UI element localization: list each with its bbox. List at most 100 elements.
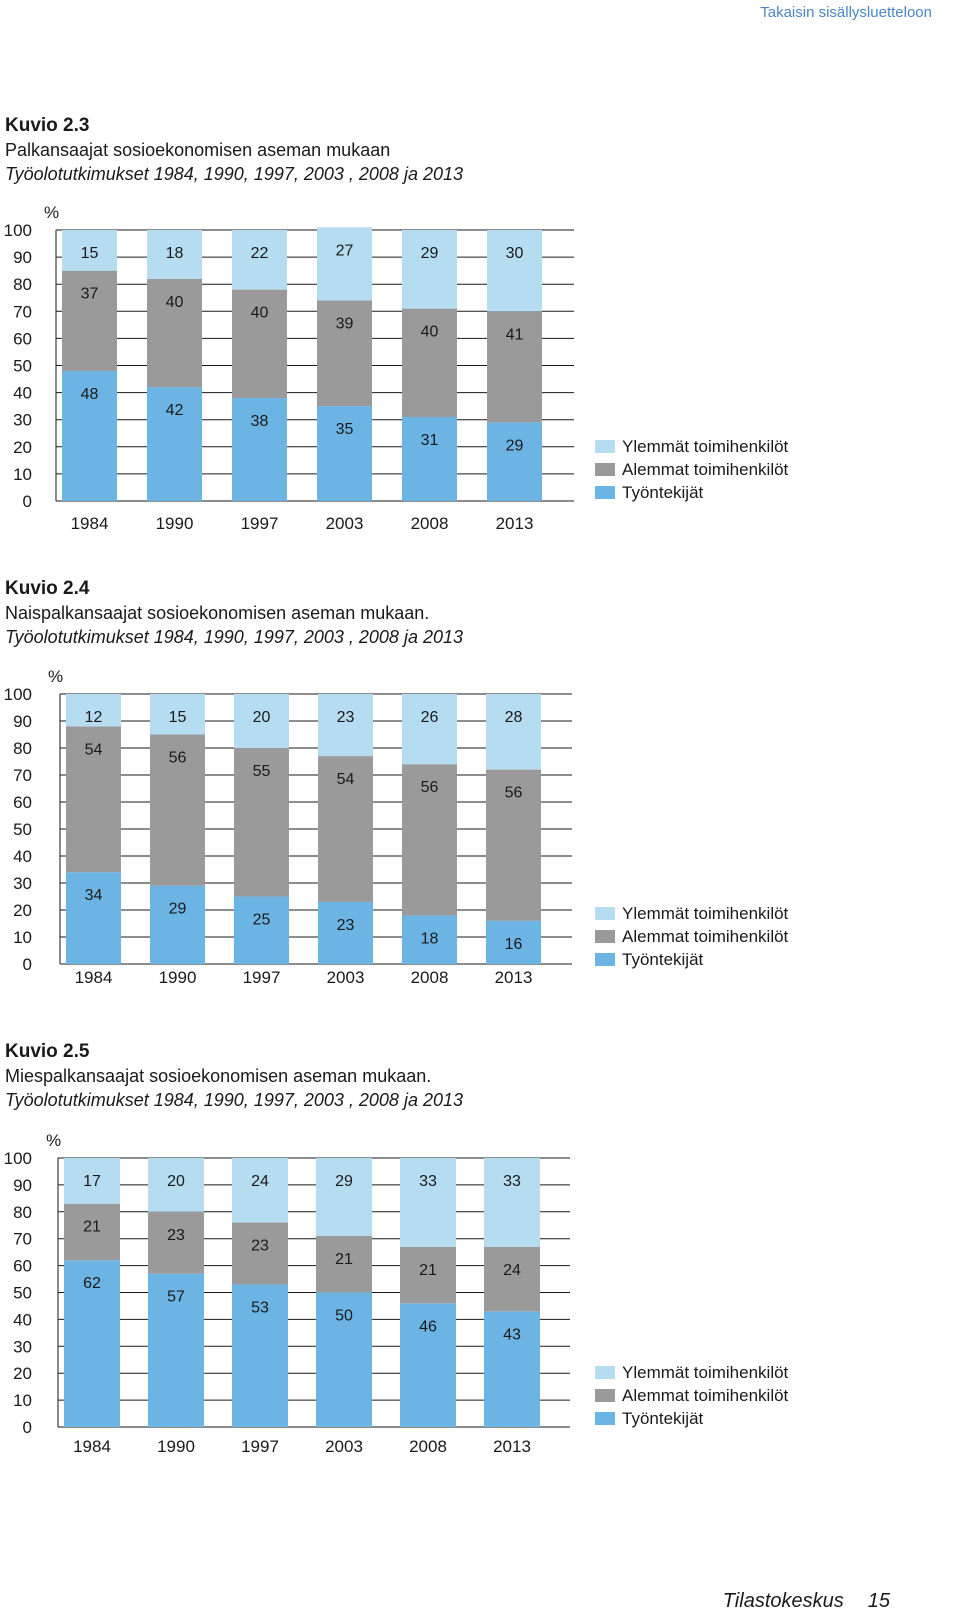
bar-segment xyxy=(402,764,457,916)
bar-segment xyxy=(148,1158,204,1212)
bar-segment xyxy=(232,1222,288,1285)
bar-segment xyxy=(486,769,541,921)
bar-segment xyxy=(147,387,202,501)
figure-heading: Kuvio 2.4 xyxy=(5,578,90,599)
bar-segment xyxy=(487,422,542,501)
bar-segment xyxy=(402,230,457,309)
y-tick-label: 90 xyxy=(13,712,32,731)
data-label: 24 xyxy=(251,1173,269,1190)
data-label: 42 xyxy=(166,402,184,419)
bar-segment xyxy=(402,416,457,501)
bar-segment xyxy=(317,406,372,501)
bar-segment xyxy=(64,1158,120,1204)
legend-label: Ylemmät toimihenkilöt xyxy=(622,1363,789,1382)
y-tick-label: 20 xyxy=(13,901,32,920)
y-tick-label: 100 xyxy=(4,1149,32,1168)
data-label: 28 xyxy=(505,709,523,726)
bar-segment xyxy=(62,230,117,271)
figure-title: Miespalkansaajat sosioekonomisen aseman … xyxy=(5,1066,432,1086)
bar-segment xyxy=(316,1292,372,1427)
data-label: 12 xyxy=(85,709,103,726)
x-tick-label: 1990 xyxy=(159,968,197,987)
stacked-bar-chart: 1009080706050403020100%48371519844240181… xyxy=(4,203,574,533)
data-label: 23 xyxy=(251,1238,269,1255)
data-label: 31 xyxy=(421,432,439,449)
data-label: 21 xyxy=(335,1251,353,1268)
data-label: 54 xyxy=(337,771,355,788)
bar-segment xyxy=(66,694,121,727)
legend-label: Ylemmät toimihenkilöt xyxy=(622,904,789,923)
bar-segment xyxy=(402,915,457,964)
bar-segment xyxy=(147,278,202,388)
data-label: 48 xyxy=(81,386,99,403)
figure-2-3: Kuvio 2.3 Palkansaajat sosioekonomisen a… xyxy=(0,115,960,535)
y-tick-label: 30 xyxy=(13,411,32,430)
legend-swatch xyxy=(595,463,615,476)
y-tick-label: 80 xyxy=(13,1203,32,1222)
y-tick-label: 80 xyxy=(13,739,32,758)
bar-segment xyxy=(318,694,373,757)
x-tick-label: 2003 xyxy=(325,1437,363,1456)
figure-subtitle: Työolotutkimukset 1984, 1990, 1997, 2003… xyxy=(5,1090,463,1110)
legend-swatch xyxy=(595,953,615,966)
page-footer: Tilastokeskus 15 xyxy=(723,1590,890,1613)
figure-subtitle: Työolotutkimukset 1984, 1990, 1997, 2003… xyxy=(5,164,463,184)
y-tick-label: 30 xyxy=(13,1337,32,1356)
bar-segment xyxy=(486,694,541,770)
y-tick-label: 20 xyxy=(13,1364,32,1383)
data-label: 54 xyxy=(85,741,103,758)
y-tick-label: 90 xyxy=(13,248,32,267)
legend-swatch xyxy=(595,1366,615,1379)
figure-title: Palkansaajat sosioekonomisen aseman muka… xyxy=(5,140,391,160)
data-label: 15 xyxy=(81,245,99,262)
x-tick-label: 1984 xyxy=(75,968,113,987)
legend-label: Työntekijät xyxy=(622,950,704,969)
legend-swatch xyxy=(595,1389,615,1402)
legend-label: Alemmat toimihenkilöt xyxy=(622,460,789,479)
bar-segment xyxy=(317,300,372,407)
data-label: 41 xyxy=(506,326,524,343)
data-label: 40 xyxy=(251,305,269,322)
data-label: 21 xyxy=(419,1262,437,1279)
bar-segment xyxy=(318,901,373,964)
bar-segment xyxy=(232,1158,288,1223)
legend-swatch xyxy=(595,486,615,499)
y-tick-label: 60 xyxy=(13,329,32,348)
data-label: 29 xyxy=(335,1173,353,1190)
y-tick-label: 70 xyxy=(13,1230,32,1249)
x-tick-label: 1997 xyxy=(241,514,279,533)
bar-segment xyxy=(400,1303,456,1427)
data-label: 43 xyxy=(503,1326,521,1343)
data-label: 34 xyxy=(85,887,103,904)
y-tick-label: 50 xyxy=(13,820,32,839)
legend-swatch xyxy=(595,930,615,943)
data-label: 29 xyxy=(506,437,524,454)
legend-label: Ylemmät toimihenkilöt xyxy=(622,437,789,456)
bar-segment xyxy=(62,370,117,501)
legend-swatch xyxy=(595,1412,615,1425)
data-label: 18 xyxy=(421,930,439,947)
back-to-contents-link[interactable]: Takaisin sisällysluetteloon xyxy=(760,4,932,21)
data-label: 33 xyxy=(503,1173,521,1190)
figure-subtitle: Työolotutkimukset 1984, 1990, 1997, 2003… xyxy=(5,627,463,647)
legend-label: Alemmat toimihenkilöt xyxy=(622,927,789,946)
data-label: 16 xyxy=(505,936,523,953)
bar-segment xyxy=(400,1246,456,1304)
legend-swatch xyxy=(595,440,615,453)
data-label: 24 xyxy=(503,1262,521,1279)
data-label: 62 xyxy=(83,1275,101,1292)
data-label: 56 xyxy=(169,750,187,767)
data-label: 37 xyxy=(81,286,99,303)
data-label: 25 xyxy=(253,912,271,929)
x-tick-label: 1984 xyxy=(71,514,109,533)
y-tick-label: 100 xyxy=(4,685,32,704)
x-tick-label: 1990 xyxy=(156,514,194,533)
bar-segment xyxy=(147,230,202,279)
stacked-bar-chart: 1009080706050403020100%34541219842956151… xyxy=(4,667,572,987)
y-tick-label: 0 xyxy=(23,955,32,974)
y-tick-label: 10 xyxy=(13,465,32,484)
data-label: 27 xyxy=(336,242,354,259)
data-label: 29 xyxy=(169,901,187,918)
bar-segment xyxy=(64,1203,120,1261)
data-label: 15 xyxy=(169,709,187,726)
